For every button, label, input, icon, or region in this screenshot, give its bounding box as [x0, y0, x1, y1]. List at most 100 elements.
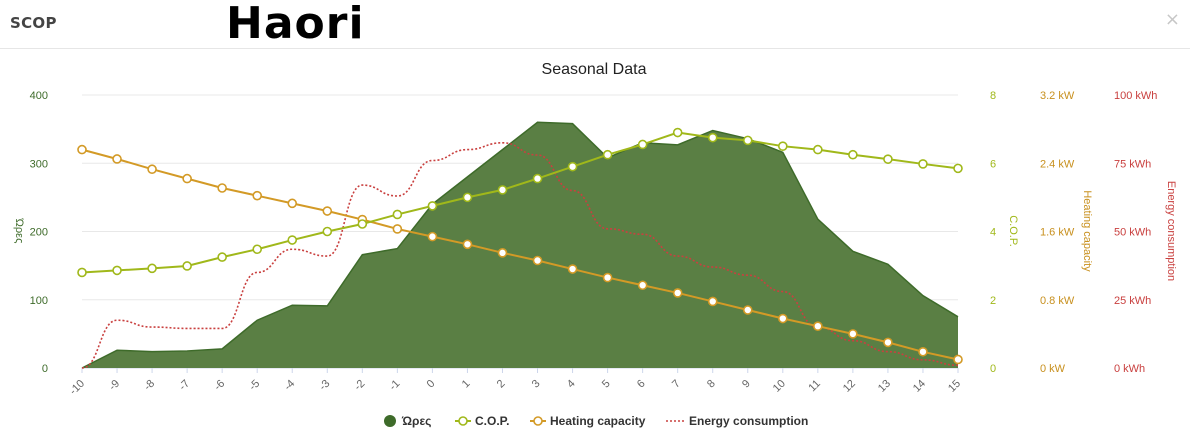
- legend-hours-symbol: [384, 415, 396, 427]
- hours-axis-tick: 100: [30, 295, 48, 307]
- cop-axis-tick: 6: [990, 158, 996, 170]
- series-heating-point: [497, 248, 508, 258]
- series-cop-point: [392, 209, 403, 220]
- series-heating-point: [813, 321, 823, 331]
- heating-axis-tick: 0.8 kW: [1040, 295, 1075, 307]
- series-heating-point: [777, 313, 788, 324]
- hours-axis-tick: 200: [30, 227, 48, 239]
- series-hours-line: [81, 121, 959, 369]
- series-cop-point: [567, 161, 578, 172]
- brand-title: Haori: [226, 0, 365, 49]
- x-tick-label: 12: [841, 378, 858, 395]
- x-tick-label: 14: [911, 378, 928, 395]
- hours-axis-tick: 300: [30, 158, 48, 170]
- series-heating-point: [217, 183, 227, 193]
- series-heating-point: [567, 264, 578, 274]
- x-tick-label: 2: [495, 378, 508, 391]
- legend-cop-label: C.O.P.: [475, 414, 509, 428]
- legend-cop-symbol: [458, 416, 468, 426]
- energy-axis-tick: 50 kWh: [1114, 227, 1151, 239]
- series-heating-point: [112, 154, 122, 164]
- x-tick-label: 10: [771, 378, 788, 395]
- legend-hours-label: Ώρες: [401, 414, 431, 428]
- x-tick-label: 7: [670, 378, 683, 391]
- energy-axis-tick: 75 kWh: [1114, 158, 1151, 170]
- x-tick-label: -3: [317, 378, 332, 393]
- heating-axis-tick: 2.4 kW: [1040, 158, 1075, 170]
- legend-energy-label: Energy consumption: [689, 414, 808, 428]
- series-cop-point: [742, 135, 753, 146]
- x-tick-label: 11: [806, 378, 823, 395]
- x-tick-label: -1: [387, 378, 402, 393]
- close-icon[interactable]: ×: [1164, 9, 1180, 30]
- x-tick-label: 9: [740, 378, 753, 391]
- series-cop-point: [707, 132, 718, 143]
- series-heating-point: [532, 255, 543, 266]
- app-title: SCOP: [10, 14, 57, 32]
- series-cop-point: [287, 235, 298, 245]
- series-cop-point: [217, 252, 227, 262]
- hours-axis-tick: 400: [30, 90, 48, 102]
- energy-axis-tick: 0 kWh: [1114, 363, 1145, 375]
- series-cop-point: [182, 261, 192, 271]
- cop-axis-tick: 8: [990, 90, 996, 102]
- series-heating-point: [322, 206, 333, 216]
- x-tick-label: -4: [282, 378, 297, 393]
- chart-title: Seasonal Data: [542, 61, 647, 78]
- series-cop-point: [813, 144, 823, 155]
- series-cop-point: [147, 263, 157, 274]
- heating-axis-tick: 1.6 kW: [1040, 227, 1075, 239]
- x-tick-label: 5: [600, 378, 613, 391]
- series-heating-point: [77, 144, 87, 155]
- x-tick-label: 15: [946, 378, 963, 395]
- series-heating-point: [252, 190, 263, 201]
- series-cop-point: [462, 192, 473, 203]
- series-heating-point: [953, 354, 963, 365]
- series-cop-point: [357, 219, 368, 229]
- cop-axis-tick: 2: [990, 295, 996, 307]
- series-cop-point: [637, 139, 648, 150]
- cop-axis-title: C.O.P.: [1007, 215, 1019, 247]
- x-tick-label: -7: [177, 378, 192, 393]
- x-tick-label: 4: [565, 378, 578, 391]
- cop-axis-tick: 4: [990, 227, 996, 239]
- series-heating-point: [918, 346, 928, 357]
- series-heating-point: [602, 272, 613, 283]
- x-tick-label: 3: [530, 378, 543, 391]
- series-cop-point: [777, 141, 788, 151]
- series-heating-point: [672, 288, 683, 298]
- series-heating-point: [707, 296, 718, 307]
- energy-axis-tick: 100 kWh: [1114, 90, 1157, 102]
- x-tick-label: -5: [247, 378, 262, 393]
- series-heating-point: [392, 224, 403, 234]
- series-heating-point: [637, 280, 648, 291]
- heating-axis-tick: 3.2 kW: [1040, 90, 1075, 102]
- series-cop-point: [427, 201, 438, 211]
- heating-axis-tick: 0 kW: [1040, 363, 1066, 375]
- x-tick-label: -10: [67, 378, 87, 398]
- series-heating-point: [427, 231, 438, 242]
- series-cop-point: [497, 185, 508, 195]
- series-heating-point: [742, 305, 753, 315]
- series-heating-point: [883, 337, 893, 348]
- legend-heating-symbol: [533, 416, 543, 426]
- energy-axis-tick: 25 kWh: [1114, 295, 1151, 307]
- dialog-header: SCOP Haori ×: [0, 0, 1190, 49]
- x-tick-label: -2: [352, 378, 367, 393]
- series-heating-point: [182, 173, 192, 184]
- hours-axis-tick: 0: [42, 363, 48, 375]
- series-heating-line: [81, 148, 959, 361]
- x-tick-label: 0: [425, 378, 438, 391]
- series-cop-point: [322, 226, 333, 237]
- series-cop-point: [953, 163, 963, 174]
- series-hours-area: [82, 122, 958, 368]
- hours-axis-title: Ώρες: [13, 218, 25, 244]
- series-cop-point: [883, 154, 893, 164]
- series-cop-point: [532, 173, 543, 184]
- heating-axis-title: Heating capacity: [1081, 190, 1093, 272]
- x-tick-label: 6: [635, 378, 648, 391]
- x-tick-label: -6: [212, 378, 227, 393]
- x-tick-label: -8: [142, 378, 157, 393]
- x-tick-label: 1: [460, 378, 473, 391]
- series-heating-point: [462, 239, 473, 250]
